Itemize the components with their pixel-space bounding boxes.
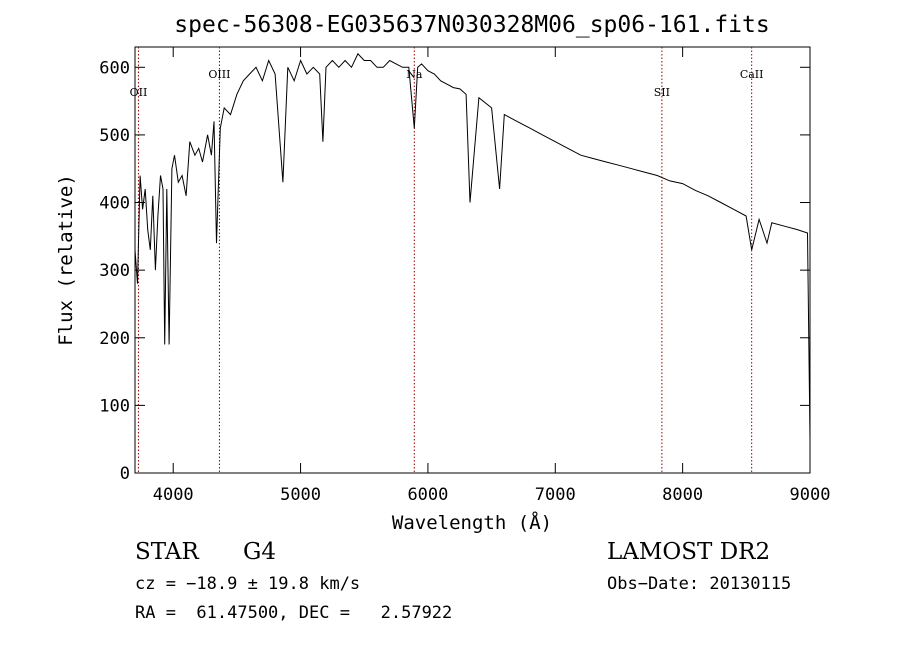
x-tick-label-4000: 4000 [153, 485, 194, 505]
object-class: STAR [135, 539, 199, 565]
spectral-lines: OII OIII Na SII CaII [130, 47, 764, 473]
observation-date: Obs−Date: 20130115 [607, 574, 792, 594]
y-tick-label-300: 300 [99, 261, 130, 281]
spectral-line-label-1: OIII [208, 68, 230, 81]
chart-title: spec-56308-EG035637N030328M06_sp06-161.f… [174, 12, 769, 38]
x-tick-label-7000: 7000 [535, 485, 576, 505]
y-tick-label-0: 0 [120, 464, 130, 484]
object-subclass: G4 [243, 539, 277, 565]
ra-dec-coordinates: RA = 61.47500, DEC = 2.57922 [135, 603, 453, 623]
redshift-cz: cz = −18.9 ± 19.8 km/s [135, 574, 361, 594]
y-axis-label: Flux (relative) [55, 174, 77, 346]
y-tick-label-500: 500 [99, 126, 130, 146]
y-tick-label-100: 100 [99, 396, 130, 416]
axis-ticks: 4000 5000 6000 7000 8000 9000 0 100 200 300 400 500… [99, 47, 830, 505]
y-tick-label-400: 400 [99, 194, 130, 214]
spectrum-series-line [134, 52, 811, 440]
y-tick-label-600: 600 [99, 58, 130, 78]
x-tick-label-5000: 5000 [280, 485, 321, 505]
x-axis-label: Wavelength (Å) [392, 511, 552, 534]
plot-frame [134, 46, 811, 474]
spectral-line-label-4: CaII [740, 68, 764, 81]
survey-name: LAMOST DR2 [607, 539, 771, 565]
y-tick-label-200: 200 [99, 329, 130, 349]
spectral-line-label-0: OII [130, 86, 148, 99]
spectral-line-label-3: SII [654, 86, 670, 99]
spectral-line-label-2: Na [406, 68, 423, 81]
x-tick-label-9000: 9000 [790, 485, 831, 505]
x-tick-label-8000: 8000 [662, 485, 703, 505]
x-tick-label-6000: 6000 [407, 485, 448, 505]
